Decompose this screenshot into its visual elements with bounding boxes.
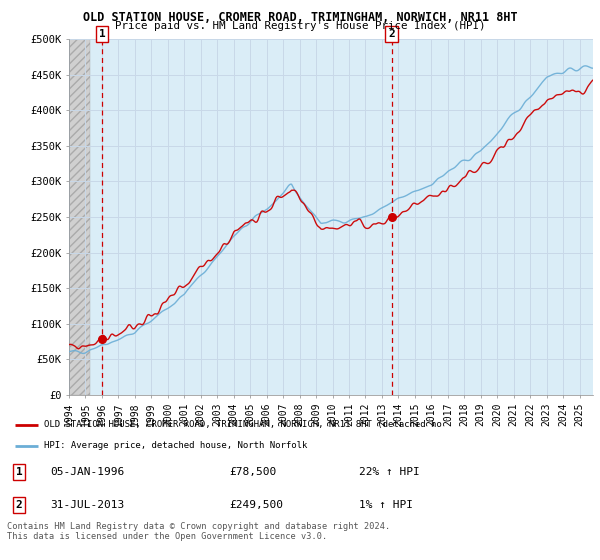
Text: Price paid vs. HM Land Registry's House Price Index (HPI): Price paid vs. HM Land Registry's House … bbox=[115, 21, 485, 31]
Text: 31-JUL-2013: 31-JUL-2013 bbox=[50, 500, 124, 510]
Text: 2: 2 bbox=[16, 500, 22, 510]
Text: Contains HM Land Registry data © Crown copyright and database right 2024.
This d: Contains HM Land Registry data © Crown c… bbox=[7, 522, 391, 542]
Text: 1: 1 bbox=[99, 29, 106, 39]
Text: 2: 2 bbox=[388, 29, 395, 39]
Text: HPI: Average price, detached house, North Norfolk: HPI: Average price, detached house, Nort… bbox=[44, 441, 308, 450]
Bar bbox=[91, 39, 593, 395]
Text: 22% ↑ HPI: 22% ↑ HPI bbox=[359, 467, 419, 477]
Text: 1: 1 bbox=[16, 467, 22, 477]
Text: OLD STATION HOUSE, CROMER ROAD, TRIMINGHAM, NORWICH, NR11 8HT (detached ho: OLD STATION HOUSE, CROMER ROAD, TRIMINGH… bbox=[44, 421, 442, 430]
Text: 1% ↑ HPI: 1% ↑ HPI bbox=[359, 500, 413, 510]
Bar bbox=[69, 39, 91, 395]
Text: £249,500: £249,500 bbox=[229, 500, 283, 510]
Text: 05-JAN-1996: 05-JAN-1996 bbox=[50, 467, 124, 477]
Text: £78,500: £78,500 bbox=[229, 467, 277, 477]
Bar bbox=[69, 39, 91, 395]
Text: OLD STATION HOUSE, CROMER ROAD, TRIMINGHAM, NORWICH, NR11 8HT: OLD STATION HOUSE, CROMER ROAD, TRIMINGH… bbox=[83, 11, 517, 24]
